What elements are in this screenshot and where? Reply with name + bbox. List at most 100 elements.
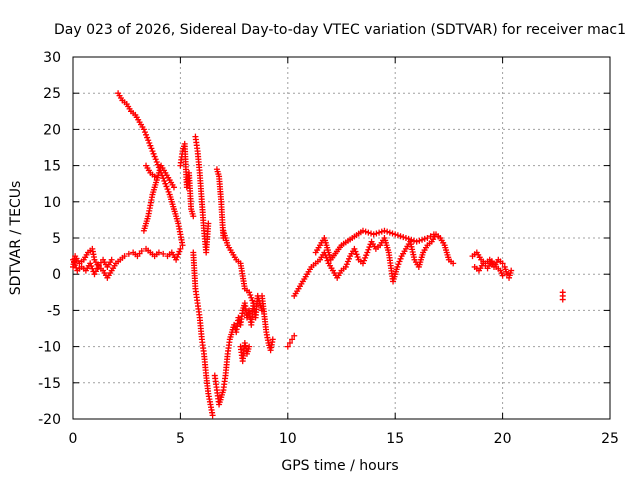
data-point [352,248,359,255]
data-point [395,261,402,268]
data-point [250,300,257,307]
data-point [503,271,510,278]
tick-labels: 0 5 10 15 20 25 -20 -15 -10 -5 0 5 10 15 20 25 30 [38,50,619,447]
axis-ticks [72,56,611,420]
chart-title: Day 023 of 2026, Sidereal Day-to-day VTE… [54,22,626,38]
data-point [164,186,171,193]
data-point [150,150,157,157]
y-tick-label: -10 [38,340,61,356]
data-point [421,235,428,242]
data-point [71,259,78,266]
y-tick-label: -20 [38,412,61,428]
data-point [353,251,360,258]
y-tick-label: 10 [43,195,61,211]
data-point [177,245,184,252]
data-point [246,289,253,296]
y-tick-label: -15 [38,376,61,392]
data-point [87,260,94,267]
data-point [400,234,407,241]
data-point [499,272,506,279]
y-tick-label: 15 [43,159,61,175]
data-point [370,231,377,238]
data-point [163,183,170,190]
data-point [424,235,431,241]
data-point [269,336,276,343]
data-point [151,153,158,160]
data-point [144,134,151,141]
data-point [435,233,442,240]
data-point [247,292,254,299]
data-point [147,142,154,149]
data-point [397,233,404,240]
data-point [365,246,372,253]
data-point [125,250,132,257]
data-point [362,254,369,261]
data-point [88,263,95,270]
data-point [249,297,256,304]
data-point [73,264,80,271]
data-point [153,158,160,165]
x-tick-label: 20 [494,431,512,447]
data-point [108,256,115,263]
data-point [209,412,216,419]
y-axis-label: SDTVAR / TECUs [8,181,24,296]
data-point [405,235,412,242]
data-point [284,343,291,350]
data-point [342,263,349,270]
data-points [70,90,566,419]
data-point [396,258,403,265]
x-tick-label: 10 [279,431,297,447]
data-point [160,250,167,257]
data-point [154,161,161,168]
x-tick-label: 5 [176,431,185,447]
data-point [145,137,152,144]
data-point [364,249,371,256]
data-point [376,229,383,236]
data-point [179,242,186,249]
y-tick-label: -5 [47,303,61,319]
data-point [389,230,396,237]
data-point [363,252,370,259]
data-point [351,245,358,252]
data-point [205,220,212,227]
data-point [508,267,515,274]
data-point [359,227,366,234]
data-point [286,339,293,346]
data-point [94,265,101,272]
data-point [190,213,197,220]
data-point [176,248,183,255]
data-point [366,244,373,251]
grid [73,57,610,419]
data-point [140,126,147,133]
data-point [175,251,182,258]
data-point [143,131,150,138]
data-point [397,255,404,262]
data-point [346,255,353,262]
y-tick-label: 30 [43,50,61,66]
data-point [246,343,253,350]
data-point [392,231,399,238]
data-point [155,249,162,256]
data-point [324,257,331,264]
data-point [368,230,375,237]
data-point [378,228,385,235]
data-point [291,332,298,339]
data-point [344,258,351,265]
data-point [408,236,415,243]
data-point [361,257,368,264]
y-tick-label: 5 [52,231,61,247]
data-point [138,248,145,255]
data-point [394,263,401,270]
data-point [559,296,566,303]
data-point [410,237,417,244]
data-point [343,261,350,268]
data-point [289,336,296,343]
data-point [413,238,420,245]
x-axis-label: GPS time / hours [281,458,398,474]
data-point [354,254,361,261]
data-point [381,227,388,234]
data-point [160,175,167,182]
data-point [151,173,158,180]
data-point [72,262,79,269]
data-point [149,148,156,155]
